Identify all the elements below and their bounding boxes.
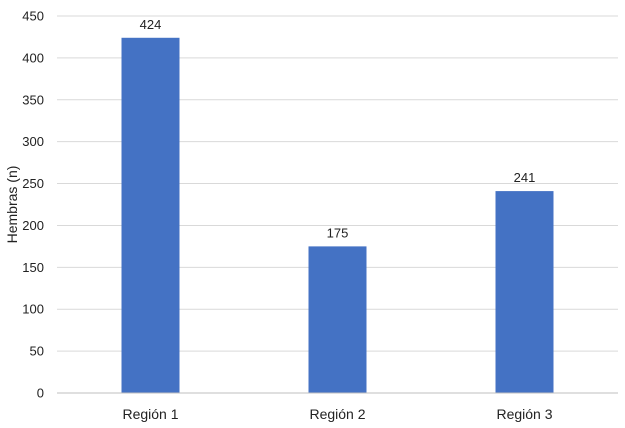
bar-data-label: 175 (327, 225, 349, 240)
y-axis-ticks: 0 50 100 150 200 250 300 350 400 450 (22, 9, 44, 401)
y-tick-label: 450 (22, 9, 44, 24)
bar (495, 191, 554, 393)
x-category-label: Región 3 (496, 406, 552, 422)
y-tick-label: 150 (22, 260, 44, 275)
bar (121, 37, 180, 393)
bar-data-label: 241 (514, 170, 536, 185)
y-tick-label: 0 (37, 386, 44, 401)
x-axis-labels: Región 1 Región 2 Región 3 (122, 406, 552, 422)
x-category-label: Región 1 (122, 406, 178, 422)
data-labels: 424 175 241 (140, 17, 536, 241)
bar-data-label: 424 (140, 17, 162, 32)
y-tick-label: 350 (22, 92, 44, 107)
y-tick-label: 100 (22, 302, 44, 317)
y-tick-label: 300 (22, 134, 44, 149)
bars (121, 37, 554, 393)
y-tick-label: 400 (22, 50, 44, 65)
y-tick-label: 50 (30, 344, 44, 359)
y-tick-label: 250 (22, 176, 44, 191)
y-axis-title: Hembras (n) (4, 166, 20, 244)
x-category-label: Región 2 (309, 406, 365, 422)
bar (308, 246, 367, 393)
y-tick-label: 200 (22, 218, 44, 233)
